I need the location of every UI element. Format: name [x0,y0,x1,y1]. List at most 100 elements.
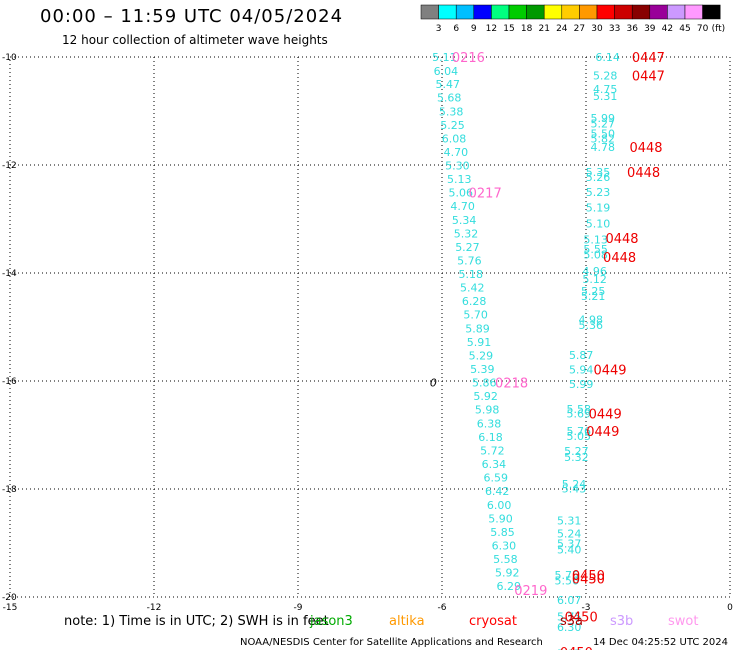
data-point-label: 5.24 [562,478,587,491]
data-point-label: 5.34 [452,214,477,227]
pass-annotation: 0219 [514,584,547,599]
pass-annotation: 0216 [452,51,485,66]
data-point-label: 6.34 [482,458,507,471]
data-point-label: 5.68 [437,92,462,105]
data-point-label: 5.82 [591,133,616,146]
pass-annotation: 0450 [565,610,598,625]
data-point-label: 5.92 [473,390,498,403]
data-point-label: 5.94 [569,364,594,377]
colorbar-swatch [702,4,721,20]
data-point-label: 5.76 [457,255,482,268]
data-point-label: 5.35 [586,166,611,179]
x-tick-label: -3 [582,603,591,613]
data-point-label: 5.32 [564,451,589,464]
data-point-label: 5.25 [440,119,465,132]
data-point-label: 5.19 [586,202,611,215]
data-point-label: 5.26 [586,171,611,184]
legend-entry-s3a: s3a [560,614,583,629]
colorbar-tick-label: 36 [626,24,638,34]
data-point-label: 5.50 [591,128,616,141]
data-point-label: 5.28 [593,69,618,82]
colorbar-swatch [561,4,580,20]
data-point-label: 5.27 [564,445,589,458]
data-point-label: 5.06 [448,187,473,200]
data-point-label: 6.29 [496,580,521,593]
colorbar-tick-label: 45 [679,24,690,34]
colorbar-swatch [543,4,563,20]
data-point-label: 6.30 [492,540,517,553]
pass-annotation: 0218 [495,377,528,392]
colorbar-tick-label: 21 [538,24,549,34]
data-point-label: 5.87 [569,349,594,362]
data-point-label: 5.29 [469,350,494,363]
data-point-label: 5.38 [439,106,464,119]
footer-timestamp: 14 Dec 04:25:52 UTC 2024 [593,637,728,648]
footer-note: note: 1) Time is in UTC; 2) SWH is in fe… [64,614,329,629]
x-tick-label: -12 [147,603,162,613]
data-point-label: 5.89 [465,323,490,336]
data-point-label: 5.69 [567,407,592,420]
colorbar-swatch [596,4,615,20]
colorbar-swatch [667,4,686,20]
data-point-label: 5.99 [591,112,616,125]
data-point-label: 4.96 [582,265,607,278]
legend-entry-cryosat: cryosat [469,614,517,629]
colorbar-swatch [631,4,651,20]
colorbar-swatch [420,4,439,20]
pass-annotation: 0217 [469,187,502,202]
y-tick-label: -14 [2,269,17,279]
data-point-label: 4.78 [591,141,616,154]
y-tick-label: -20 [2,593,17,603]
colorbar-swatch [649,4,668,20]
colorbar-swatch [579,4,598,20]
pass-annotation: 0448 [627,166,660,181]
data-point-label: 5.37 [557,538,582,551]
colorbar-tick-label: 15 [503,24,514,34]
colorbar-unit: (ft) [712,24,726,34]
data-point-label: 6.30 [557,621,582,634]
pass-annotation: 0449 [593,364,626,379]
data-point-label: 5.31 [557,514,582,527]
data-point-label: 6.04 [434,65,459,78]
data-point-label: 5.56 [555,574,580,587]
colorbar-swatch [438,4,457,20]
colorbar-tick-label: 18 [521,24,533,34]
data-point-label: 5.27 [591,117,616,130]
colorbar-tick-label: 6 [453,24,459,34]
data-point-label: 5.92 [495,567,520,580]
data-point-label: 6.38 [477,418,502,431]
data-point-label: 5.76 [567,425,592,438]
data-point-label: 5.72 [480,445,505,458]
y-tick-label: -12 [2,161,17,171]
data-point-label: 5.90 [488,513,513,526]
colorbar-tick-label: 42 [662,24,673,34]
pass-annotation: 0448 [603,251,636,266]
data-point-label: 6.00 [487,499,512,512]
colorbar-tick-label: 39 [644,24,656,34]
colorbar-tick-label: 70 [697,24,709,34]
y-tick-label: -18 [2,485,17,495]
pass-annotation: 0448 [605,232,638,247]
colorbar-swatch [526,4,545,20]
data-point-label: 5.11 [432,51,457,64]
colorbar-tick-label: 30 [591,24,603,34]
data-point-label: 5.58 [493,553,518,566]
colorbar-tick-label: 27 [574,24,585,34]
colorbar-tick-label: 12 [486,24,497,34]
data-point-label: 5.21 [581,290,606,303]
data-point-label: 5.75 [555,569,580,582]
pass-annotation: 0448 [629,141,662,156]
pass-annotation: 0450 [560,646,593,650]
data-point-label: 5.75 [557,610,582,623]
colorbar-swatch [614,4,633,20]
data-point-label: 5.86 [472,377,497,390]
footer-credit: NOAA/NESDIS Center for Satellite Applica… [240,637,543,648]
page-subtitle: 12 hour collection of altimeter wave hei… [62,33,328,47]
colorbar-tick-label: 3 [436,24,442,34]
data-point-label: 5.99 [569,378,594,391]
data-point-label: 6.28 [462,295,487,308]
data-point-label: 5.36 [579,319,604,332]
y-tick-label: -10 [2,53,17,63]
legend-entry-altika: altika [389,614,425,629]
colorbar-tick-label: 24 [556,24,568,34]
